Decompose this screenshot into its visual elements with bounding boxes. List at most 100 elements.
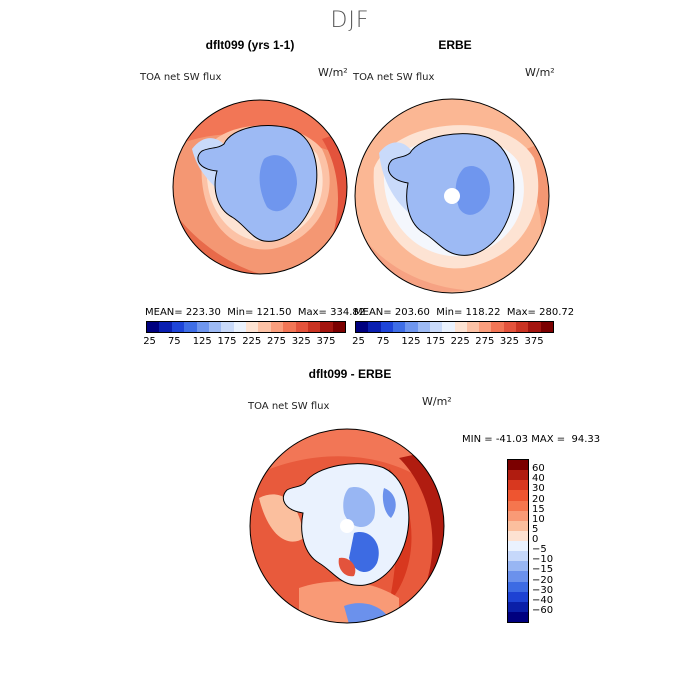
colorbar-tick-label: 10 bbox=[532, 513, 545, 525]
panel3-map bbox=[249, 428, 445, 624]
colorbar-tick-label: 175 bbox=[426, 336, 446, 347]
colorbar-tick-label: −40 bbox=[532, 594, 554, 606]
panel2-colorbar-ticks: 25 75 125 175 225 275 325 375 bbox=[352, 336, 552, 350]
colorbar-swatch bbox=[528, 322, 541, 332]
panel3-title: dflt099 - ERBE bbox=[308, 367, 392, 381]
colorbar-tick-label: 15 bbox=[532, 503, 545, 515]
panel1-map bbox=[172, 99, 348, 275]
season-title: DJF bbox=[330, 8, 370, 33]
colorbar-tick-label: 375 bbox=[316, 336, 336, 347]
panel3-units: W/m² bbox=[422, 395, 452, 408]
colorbar-swatch bbox=[270, 322, 284, 332]
colorbar-tick-label: 25 bbox=[143, 336, 156, 347]
colorbar-swatch bbox=[246, 322, 259, 332]
colorbar-swatch bbox=[171, 322, 185, 332]
colorbar-swatch bbox=[508, 561, 528, 572]
panel3-variable: TOA net SW flux bbox=[248, 401, 330, 412]
panel3-red-patch bbox=[338, 557, 356, 577]
colorbar-tick-label: 325 bbox=[291, 336, 311, 347]
colorbar-swatch bbox=[508, 460, 528, 471]
panel2-stats: MEAN= 203.60 Min= 118.22 Max= 280.72 bbox=[354, 307, 575, 318]
colorbar-swatch bbox=[508, 470, 528, 481]
colorbar-swatch bbox=[508, 611, 528, 622]
colorbar-swatch bbox=[196, 322, 209, 332]
panel3-stats: MIN = -41.03 MAX = 94.33 bbox=[462, 434, 601, 445]
panel1-plateau bbox=[259, 155, 297, 212]
colorbar-swatch bbox=[508, 541, 528, 552]
colorbar-swatch bbox=[405, 322, 418, 332]
colorbar-swatch bbox=[368, 322, 381, 332]
colorbar-swatch bbox=[233, 322, 246, 332]
panel2-pole-hole bbox=[444, 188, 460, 204]
panel1-units: W/m² bbox=[318, 66, 348, 79]
panel2-units: W/m² bbox=[525, 66, 555, 79]
colorbar-swatch bbox=[147, 322, 160, 332]
panel3-north bbox=[250, 429, 444, 498]
panel1-antarctica bbox=[197, 125, 318, 242]
colorbar-swatch bbox=[503, 322, 517, 332]
colorbar-swatch bbox=[320, 322, 333, 332]
colorbar-tick-label: 325 bbox=[499, 336, 519, 347]
colorbar-swatch bbox=[283, 322, 296, 332]
colorbar-tick-label: 275 bbox=[266, 336, 287, 347]
colorbar-tick-label: 175 bbox=[217, 336, 237, 347]
colorbar-swatch bbox=[184, 322, 197, 332]
colorbar-swatch bbox=[356, 322, 369, 332]
panel1-colorbar-ticks: 25 75 125 175 225 275 325 375 bbox=[143, 336, 344, 350]
colorbar-tick-label: 275 bbox=[475, 336, 495, 347]
colorbar-tick-label: −30 bbox=[532, 584, 554, 596]
colorbar-swatch bbox=[208, 322, 222, 332]
colorbar-tick-label: −5 bbox=[532, 544, 547, 556]
panel2-map bbox=[354, 98, 550, 294]
panel1-title: dflt099 (yrs 1-1) bbox=[205, 38, 295, 52]
colorbar-swatch bbox=[508, 530, 528, 541]
colorbar-tick-label: 25 bbox=[352, 336, 365, 347]
colorbar-swatch bbox=[332, 322, 345, 332]
colorbar-swatch bbox=[508, 571, 528, 582]
colorbar-tick-label: 30 bbox=[532, 483, 545, 495]
colorbar-swatch bbox=[466, 322, 480, 332]
colorbar-tick-label: 125 bbox=[401, 336, 421, 347]
colorbar-tick-label: −15 bbox=[532, 564, 554, 576]
colorbar-tick-label: 125 bbox=[192, 336, 212, 347]
colorbar-swatch bbox=[491, 322, 504, 332]
panel1-variable: TOA net SW flux bbox=[140, 72, 222, 83]
panel2-colorbar bbox=[355, 321, 554, 333]
colorbar-swatch bbox=[429, 322, 443, 332]
colorbar-swatch bbox=[508, 591, 528, 602]
panel2-variable: TOA net SW flux bbox=[353, 72, 435, 83]
colorbar-tick-label: −60 bbox=[532, 604, 554, 616]
colorbar-tick-label: 0 bbox=[532, 534, 539, 545]
colorbar-tick-label: 375 bbox=[524, 336, 544, 347]
colorbar-swatch bbox=[442, 322, 455, 332]
colorbar-swatch bbox=[508, 520, 528, 531]
colorbar-swatch bbox=[307, 322, 321, 332]
colorbar-tick-label: 75 bbox=[376, 336, 390, 347]
panel3-blue-patch1 bbox=[343, 487, 375, 528]
colorbar-tick-label: 75 bbox=[167, 336, 181, 347]
colorbar-swatch bbox=[540, 322, 553, 332]
colorbar-swatch bbox=[508, 601, 528, 612]
colorbar-swatch bbox=[479, 322, 492, 332]
colorbar-swatch bbox=[508, 510, 528, 521]
colorbar-swatch bbox=[516, 322, 529, 332]
colorbar-swatch bbox=[221, 322, 234, 332]
panel2-title: ERBE bbox=[438, 38, 472, 52]
colorbar-swatch bbox=[454, 322, 467, 332]
colorbar-swatch bbox=[159, 322, 172, 332]
panel3-colorbar-ticks: 60 40 30 20 15 10 5 0 −5 −10 −15 −20 −30 −40 −60 bbox=[532, 459, 572, 621]
panel3-blue-patch2 bbox=[349, 532, 379, 573]
colorbar-swatch bbox=[258, 322, 271, 332]
colorbar-swatch bbox=[508, 581, 528, 592]
panel3-blue-patch3 bbox=[382, 488, 396, 518]
colorbar-swatch bbox=[295, 322, 308, 332]
colorbar-tick-label: 60 bbox=[532, 463, 545, 475]
panel3-colorbar bbox=[507, 459, 529, 623]
colorbar-swatch bbox=[508, 480, 528, 491]
colorbar-tick-label: 225 bbox=[242, 336, 262, 347]
colorbar-swatch bbox=[417, 322, 430, 332]
colorbar-swatch bbox=[508, 551, 528, 562]
panel2-plateau bbox=[455, 166, 490, 215]
colorbar-swatch bbox=[508, 490, 528, 501]
colorbar-swatch bbox=[380, 322, 393, 332]
